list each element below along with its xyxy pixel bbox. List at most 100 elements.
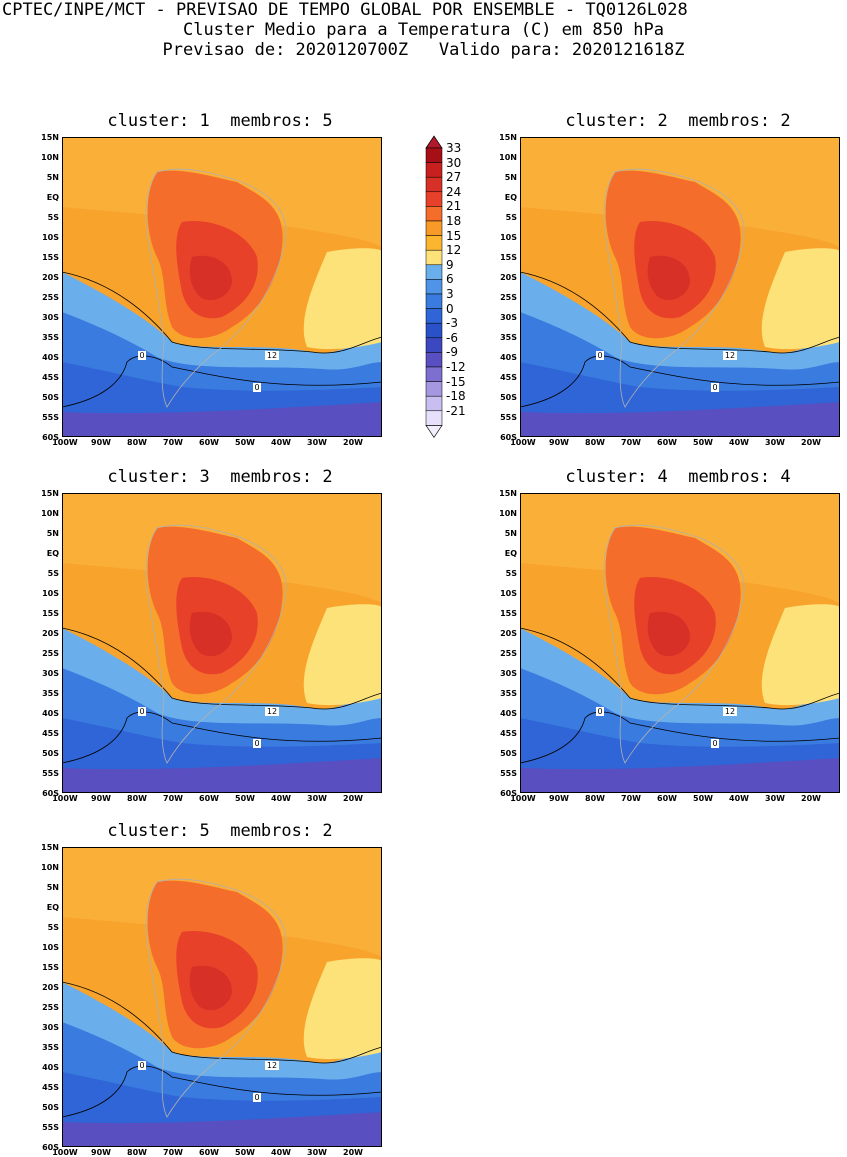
lat-tick-label: 15N bbox=[41, 489, 59, 498]
contour-label-0: 0 bbox=[139, 1061, 144, 1070]
contour-label-12: 12 bbox=[267, 1061, 277, 1070]
lat-tick-label: 10S bbox=[500, 589, 517, 598]
lon-tick-label: 100W bbox=[510, 438, 536, 447]
contour-label-12: 12 bbox=[725, 351, 735, 360]
lat-tick-label: 30S bbox=[500, 313, 517, 322]
temperature-map: 12 0 0 bbox=[62, 847, 382, 1147]
lat-tick-label: 20S bbox=[500, 273, 517, 282]
lat-tick-label: 5N bbox=[504, 529, 517, 538]
colorbar-label: 15 bbox=[446, 228, 462, 243]
lon-tick-label: 50W bbox=[693, 438, 713, 447]
lat-tick-label: 5N bbox=[504, 173, 517, 182]
lat-tick-label: 35S bbox=[500, 333, 517, 342]
contour-label-12: 12 bbox=[267, 351, 277, 360]
contour-label-0: 0 bbox=[597, 351, 602, 360]
panel-title: cluster: 3 membros: 2 bbox=[107, 467, 333, 487]
lat-tick-label: 20S bbox=[500, 629, 517, 638]
lon-tick-label: 90W bbox=[549, 794, 569, 803]
colorbar-label: -9 bbox=[446, 345, 458, 360]
contour-label-0: 0 bbox=[254, 1093, 259, 1102]
lat-tick-label: 20S bbox=[42, 983, 59, 992]
panel-title: cluster: 1 membros: 5 bbox=[107, 111, 333, 131]
lon-tick-label: 70W bbox=[163, 438, 183, 447]
lat-tick-label: 20S bbox=[42, 273, 59, 282]
lat-tick-label: 25S bbox=[500, 293, 517, 302]
lat-tick-label: 15S bbox=[500, 253, 517, 262]
lat-tick-label: 15S bbox=[42, 963, 59, 972]
lat-tick-label: 40S bbox=[42, 1063, 59, 1072]
lon-tick-label: 20W bbox=[801, 794, 821, 803]
panel-title: cluster: 5 membros: 2 bbox=[107, 821, 333, 841]
lat-tick-label: 10S bbox=[42, 233, 59, 242]
colorbar-label: -15 bbox=[446, 374, 466, 389]
lat-tick-label: 30S bbox=[42, 1023, 59, 1032]
colorbar-label: 33 bbox=[446, 141, 462, 155]
lon-tick-label: 20W bbox=[343, 1148, 363, 1157]
lon-tick-label: 30W bbox=[307, 438, 327, 447]
lon-tick-label: 90W bbox=[91, 438, 111, 447]
lat-tick-label: 5S bbox=[47, 923, 59, 932]
lat-tick-label: 30S bbox=[42, 313, 59, 322]
lon-tick-label: 100W bbox=[52, 1148, 78, 1157]
colorbar-label: -3 bbox=[446, 316, 458, 331]
contour-label-12: 12 bbox=[725, 707, 735, 716]
lat-tick-label: 60S bbox=[42, 789, 59, 798]
lon-tick-label: 80W bbox=[127, 438, 147, 447]
lat-tick-label: 10N bbox=[41, 509, 59, 518]
lon-tick-label: 100W bbox=[52, 794, 78, 803]
lon-tick-label: 80W bbox=[585, 438, 605, 447]
temperature-map: 12 0 0 bbox=[62, 493, 382, 793]
lat-tick-label: 40S bbox=[500, 353, 517, 362]
lon-tick-label: 30W bbox=[307, 1148, 327, 1157]
lat-tick-label: 55S bbox=[500, 769, 517, 778]
lat-tick-label: 40S bbox=[42, 709, 59, 718]
lat-tick-label: EQ bbox=[46, 903, 59, 912]
lon-tick-label: 90W bbox=[91, 794, 111, 803]
colorbar-label: 24 bbox=[446, 184, 462, 199]
lat-tick-label: 50S bbox=[42, 1103, 59, 1112]
colorbar-label: 21 bbox=[446, 199, 462, 214]
lon-tick-label: 30W bbox=[765, 438, 785, 447]
header-line-2: Cluster Medio para a Temperatura (C) em … bbox=[182, 20, 665, 40]
lat-tick-label: 60S bbox=[42, 433, 59, 442]
lat-tick-label: 50S bbox=[42, 749, 59, 758]
lat-tick-label: 20S bbox=[42, 629, 59, 638]
contour-label-0: 0 bbox=[254, 739, 259, 748]
contour-label-0: 0 bbox=[712, 383, 717, 392]
lat-tick-label: 25S bbox=[42, 1003, 59, 1012]
lat-tick-label: 50S bbox=[500, 749, 517, 758]
lon-tick-label: 40W bbox=[271, 1148, 291, 1157]
colorbar-label: 27 bbox=[446, 170, 462, 185]
lat-tick-label: 25S bbox=[42, 293, 59, 302]
lat-tick-label: 35S bbox=[42, 689, 59, 698]
panel-title: cluster: 2 membros: 2 bbox=[565, 111, 791, 131]
lat-tick-label: 30S bbox=[500, 669, 517, 678]
lat-tick-label: 10N bbox=[499, 509, 517, 518]
lat-tick-label: 15N bbox=[499, 489, 517, 498]
lat-tick-label: 10N bbox=[41, 863, 59, 872]
lat-tick-label: 60S bbox=[500, 789, 517, 798]
lat-tick-label: 40S bbox=[42, 353, 59, 362]
lat-tick-label: 15N bbox=[41, 843, 59, 852]
lat-tick-label: 5N bbox=[46, 883, 59, 892]
lat-tick-label: 50S bbox=[42, 393, 59, 402]
lon-tick-label: 40W bbox=[729, 794, 749, 803]
lat-tick-label: EQ bbox=[504, 193, 517, 202]
lat-tick-label: 55S bbox=[500, 413, 517, 422]
lon-tick-label: 60W bbox=[657, 794, 677, 803]
colorbar-label: 12 bbox=[446, 243, 462, 258]
colorbar-label: 18 bbox=[446, 214, 462, 228]
lat-tick-label: 5S bbox=[47, 569, 59, 578]
lat-tick-label: EQ bbox=[504, 549, 517, 558]
contour-label-12: 12 bbox=[267, 707, 277, 716]
lon-tick-label: 60W bbox=[657, 438, 677, 447]
lat-tick-label: 5N bbox=[46, 173, 59, 182]
lat-tick-label: 25S bbox=[42, 649, 59, 658]
lon-tick-label: 80W bbox=[585, 794, 605, 803]
lon-tick-label: 20W bbox=[343, 794, 363, 803]
contour-label-0: 0 bbox=[139, 351, 144, 360]
colorbar-label: -6 bbox=[446, 330, 458, 345]
colorbar-label: -18 bbox=[446, 389, 466, 404]
lon-tick-label: 60W bbox=[199, 438, 219, 447]
lat-tick-label: 35S bbox=[42, 1043, 59, 1052]
